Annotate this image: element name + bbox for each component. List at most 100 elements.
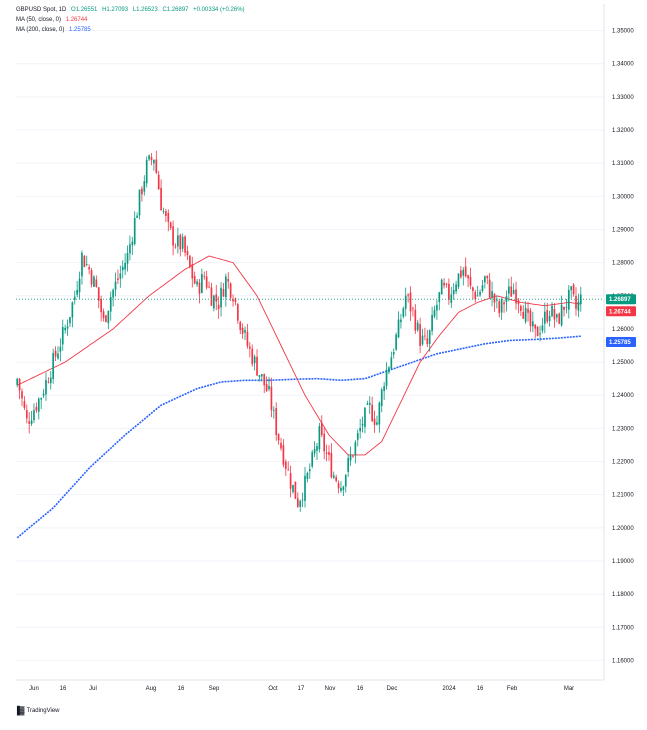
candle-body <box>186 251 189 256</box>
candle-body <box>510 286 513 297</box>
candle-body <box>124 262 126 270</box>
candle-body <box>272 410 275 411</box>
y-tick-label: 1.18000 <box>612 592 634 598</box>
x-tick-label: Jun <box>29 686 39 692</box>
candle-body <box>114 281 117 290</box>
ma200-value-badge <box>606 337 636 348</box>
x-tick-label: Sep <box>209 686 220 692</box>
tradingview-logo-icon: ▐▓ <box>14 706 24 715</box>
candle-body <box>196 281 198 285</box>
candle-body <box>337 483 340 489</box>
ma50-legend-row[interactable]: MA (50, close, 0) 1.26744 <box>16 15 245 25</box>
candle-body <box>66 326 69 329</box>
candle-body <box>323 433 326 452</box>
candle-body <box>210 287 213 306</box>
candle-body <box>443 282 445 286</box>
candle-body <box>397 319 400 338</box>
candle-body <box>69 316 71 324</box>
candle-body <box>421 335 424 345</box>
candle-body <box>203 276 206 278</box>
candle-body <box>388 367 390 373</box>
candle-body <box>40 398 43 400</box>
candle-body <box>21 391 23 399</box>
candle-body <box>524 307 527 322</box>
candle-body <box>121 266 124 271</box>
tradingview-footer[interactable]: ▐▓ TradingView <box>14 706 60 715</box>
candle-body <box>426 338 429 345</box>
candle-body <box>23 401 26 408</box>
candle-body <box>47 381 50 383</box>
candle-body <box>400 319 402 323</box>
candle-body <box>201 274 203 293</box>
candle-body <box>282 445 285 465</box>
candle-body <box>567 289 570 310</box>
candle-body <box>366 403 369 405</box>
candle-body <box>383 386 385 391</box>
candle-body <box>179 234 182 250</box>
candle-body <box>234 298 237 302</box>
candle-body <box>237 304 239 321</box>
candle-body <box>491 291 493 298</box>
candle-body <box>157 174 160 190</box>
y-tick-label: 1.16000 <box>612 658 634 664</box>
candle-body <box>260 374 263 377</box>
x-tick-label: Mar <box>564 686 574 692</box>
candle-body <box>436 304 438 311</box>
y-tick-label: 1.34000 <box>612 62 634 68</box>
candle-body <box>35 406 38 411</box>
candle-body <box>445 283 448 285</box>
ma200-legend-row[interactable]: MA (200, close, 0) 1.25785 <box>16 25 245 35</box>
ma50-path <box>16 255 581 456</box>
ohlc-close: C1.26897 <box>162 7 189 13</box>
candle-body <box>505 296 508 303</box>
candle-body <box>460 270 462 278</box>
ma200-value-text: 1.25785 <box>609 340 631 346</box>
candle-body <box>102 311 105 318</box>
y-tick-label: 1.31000 <box>612 161 634 167</box>
candle-body <box>265 383 268 392</box>
candle-body <box>500 299 503 313</box>
candle-body <box>54 350 57 357</box>
candle-body <box>61 327 64 345</box>
candle-body <box>508 286 510 294</box>
candle-body <box>33 410 35 421</box>
candle-body <box>512 289 515 294</box>
candle-body <box>177 235 179 247</box>
candle-body <box>105 315 107 322</box>
candle-body <box>462 269 465 276</box>
candle-body <box>560 304 563 326</box>
candle-body <box>165 211 167 217</box>
candle-body <box>438 292 441 302</box>
candle-body <box>479 291 481 296</box>
candle-body <box>49 377 52 384</box>
candle-body <box>428 330 431 344</box>
symbol-legend-row[interactable]: GBPUSD Spot, 1D O1.26551 H1.27093 L1.265… <box>16 5 245 15</box>
candle-body <box>141 188 143 195</box>
candle-body <box>527 308 529 313</box>
candle-body <box>486 275 489 279</box>
candle-body <box>555 314 558 318</box>
candle-body <box>172 226 174 246</box>
candle-body <box>359 427 361 432</box>
candle-body <box>553 308 556 320</box>
candle-body <box>76 289 78 295</box>
candle-body <box>145 159 148 184</box>
candle-body <box>299 500 302 507</box>
x-tick-label: 16 <box>477 686 484 692</box>
candle-body <box>407 294 409 296</box>
candle-body <box>376 422 378 425</box>
symbol-name: GBPUSD Spot, 1D <box>16 7 67 13</box>
candle-body <box>256 356 258 376</box>
candle-body <box>534 324 537 329</box>
candle-body <box>88 267 90 270</box>
candle-body <box>484 276 486 283</box>
candle-body <box>138 189 141 216</box>
candle-body <box>136 215 138 218</box>
candle-body <box>294 481 297 499</box>
candle-body <box>129 244 131 254</box>
candle-body <box>181 236 184 249</box>
candle-body <box>385 369 388 387</box>
candle-body <box>520 306 522 311</box>
candle-body <box>419 324 421 347</box>
